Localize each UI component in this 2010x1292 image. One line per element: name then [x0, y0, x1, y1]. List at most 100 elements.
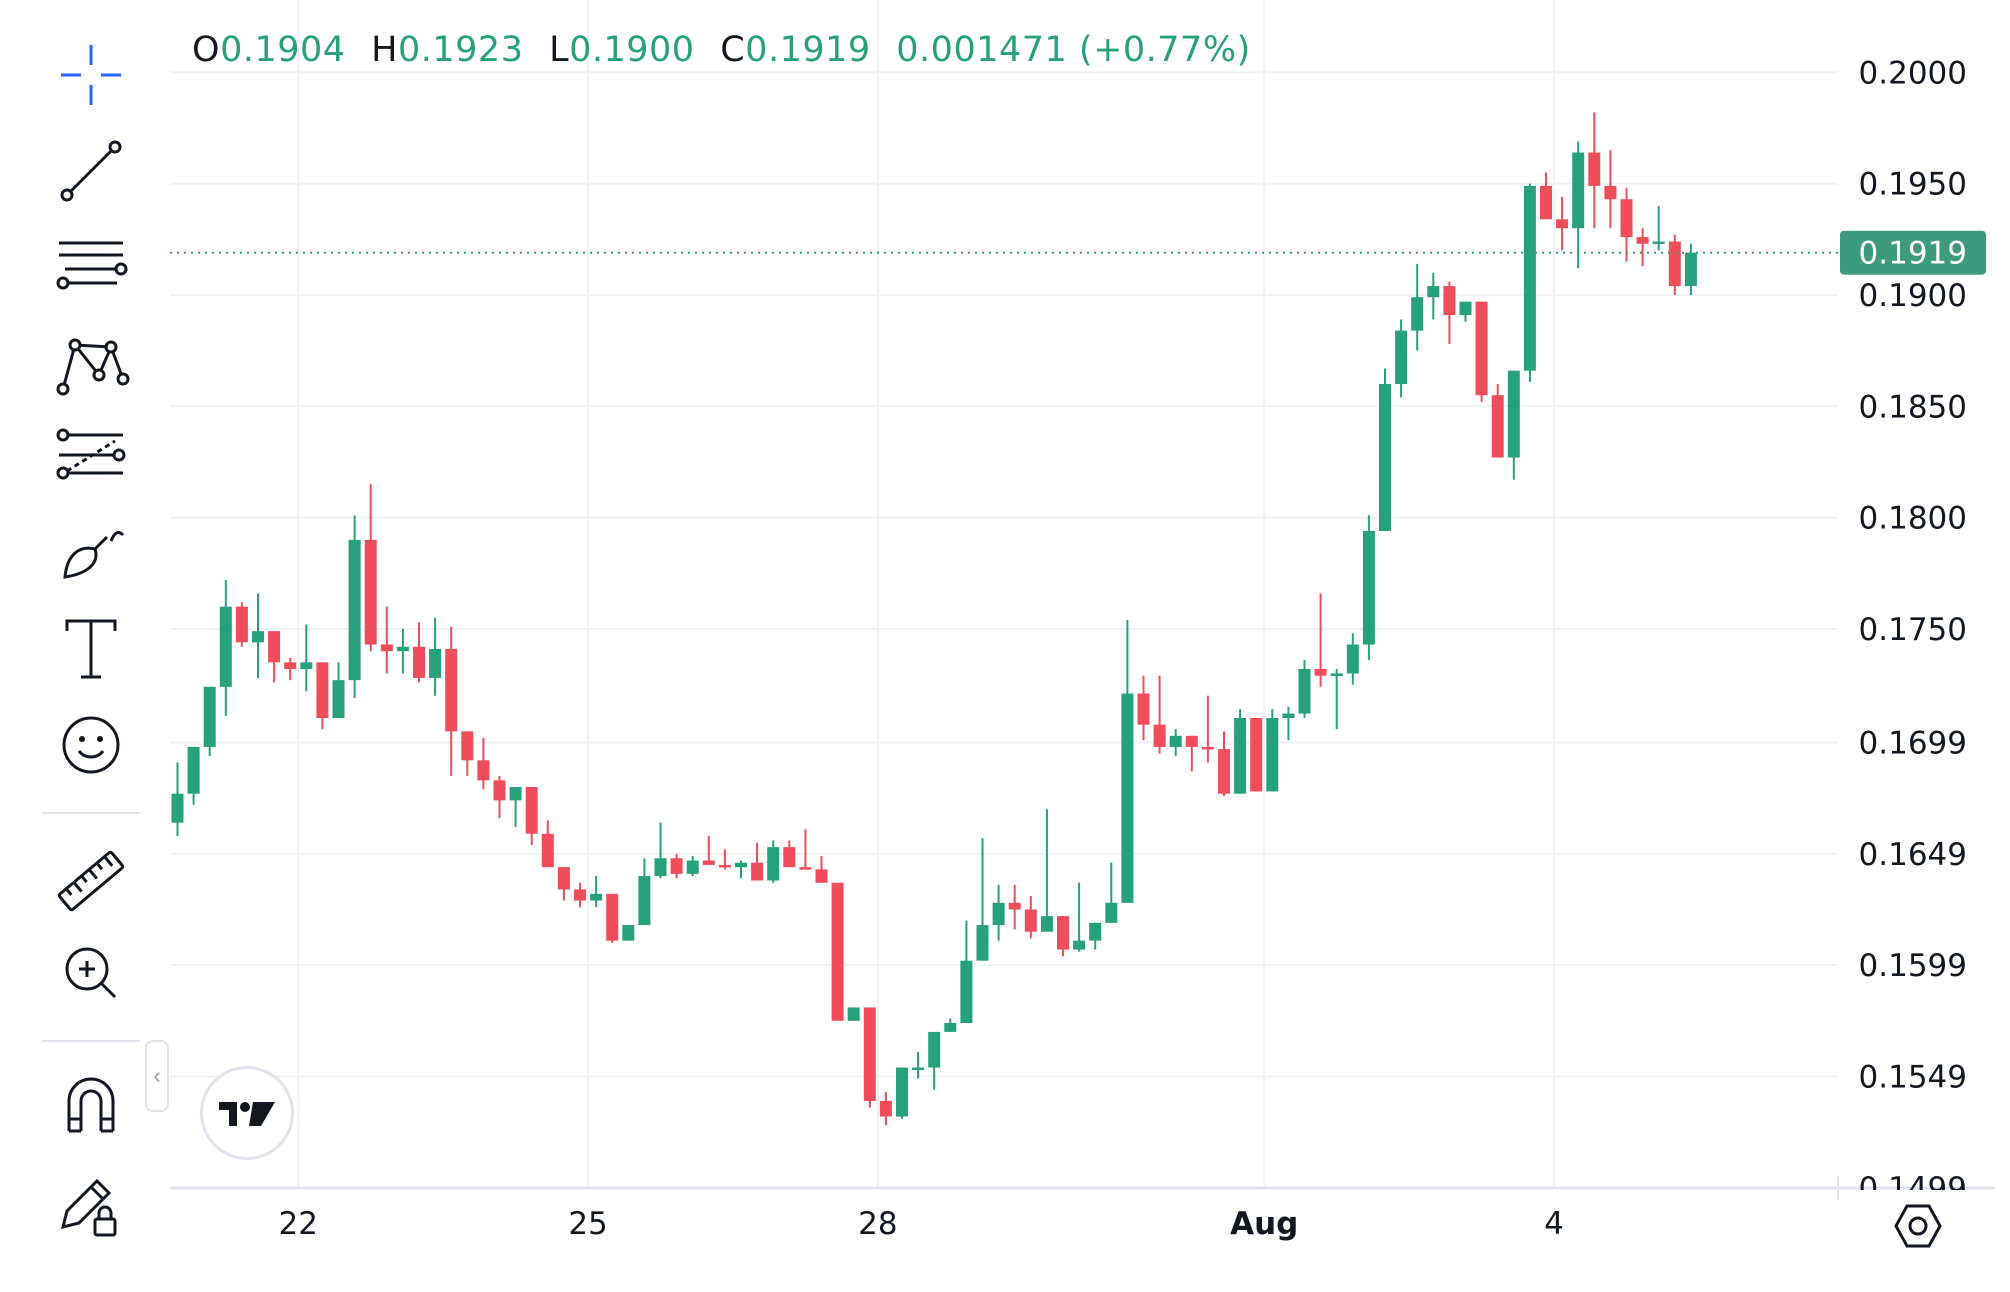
candle-down	[1218, 731, 1230, 796]
candle-body	[670, 858, 683, 874]
zoom-in-tool-button[interactable]	[48, 930, 134, 1016]
candle-body	[300, 662, 313, 670]
candle-body	[493, 780, 506, 801]
crosshair-tool-button[interactable]	[48, 32, 134, 118]
brush-tool-button[interactable]	[48, 510, 134, 596]
time-axis-label: Aug	[1230, 1206, 1298, 1242]
toolbar-separator	[42, 812, 140, 814]
trend-line-icon	[60, 140, 122, 202]
collapse-toolbar-button[interactable]: ‹	[145, 1040, 169, 1112]
price-axis-label: 0.2000	[1859, 55, 1967, 91]
candle-up	[1105, 862, 1118, 923]
open-label: O	[192, 30, 221, 70]
candle-up	[187, 746, 200, 805]
candle-up	[1040, 809, 1053, 932]
candle-body	[252, 631, 264, 643]
candle-down	[1250, 717, 1263, 792]
price-axis-label: 0.1699	[1859, 725, 1967, 761]
candle-body	[1234, 717, 1247, 794]
candle-body	[445, 648, 458, 732]
candle-up	[590, 876, 603, 908]
candle-body	[557, 867, 570, 890]
candle-body	[525, 787, 538, 834]
candle-body	[1201, 746, 1214, 750]
parallel-channel-tool-button[interactable]	[48, 222, 134, 308]
candle-body	[1507, 370, 1520, 458]
candle-up	[219, 579, 232, 716]
text-icon	[65, 619, 117, 679]
ruler-tool-button[interactable]	[48, 838, 134, 924]
candle-body	[590, 893, 603, 901]
candle-down	[1057, 916, 1069, 957]
candle-up	[992, 884, 1005, 941]
candle-body	[1475, 301, 1488, 396]
candle-down	[268, 631, 281, 683]
candle-up	[203, 686, 216, 756]
pattern-tool-button[interactable]	[48, 318, 134, 404]
candle-down	[1185, 735, 1198, 772]
candle-up	[1523, 183, 1536, 382]
candle-body	[1411, 297, 1424, 331]
candle-body	[1588, 152, 1601, 186]
candle-up	[1282, 706, 1295, 741]
candle-body	[1459, 301, 1472, 316]
candle-up	[686, 856, 699, 877]
candle-body	[847, 1007, 860, 1021]
lock-drawings-icon	[60, 1178, 117, 1237]
candle-body	[1572, 152, 1585, 229]
candle-down	[1604, 150, 1617, 229]
candle-body	[831, 882, 844, 1021]
price-axis[interactable]: 0.2000 0.1950 0.1900 0.1850 0.1800 0.1750 0.16…	[1840, 55, 2010, 1207]
candle-down	[525, 787, 538, 845]
candle-down	[574, 882, 586, 908]
candle-body	[1556, 219, 1569, 229]
candle-body	[1491, 395, 1504, 458]
candle-down	[541, 820, 554, 868]
candle-body	[348, 539, 361, 681]
candle-down	[477, 738, 490, 790]
candle-down	[235, 602, 248, 647]
candle-up	[1330, 669, 1343, 730]
text-tool-button[interactable]	[48, 606, 134, 692]
time-axis-label: 4	[1544, 1206, 1564, 1242]
candle-up	[735, 860, 747, 879]
parallel-channel-icon	[56, 241, 128, 290]
candle-up	[171, 762, 184, 836]
candle-down	[1588, 112, 1601, 229]
high-value: 0.1923	[398, 30, 524, 70]
trend-line-tool-button[interactable]	[48, 128, 134, 214]
candle-down	[1556, 197, 1569, 251]
tradingview-logo[interactable]	[200, 1066, 294, 1160]
candle-down	[1475, 301, 1488, 402]
candle-body	[815, 869, 828, 883]
candle-down	[670, 853, 683, 879]
candle-body	[574, 889, 586, 901]
candle-down	[1153, 675, 1166, 754]
time-axis[interactable]: 22 25 28 Aug 4	[279, 1206, 1564, 1242]
candle-down	[831, 882, 844, 1021]
magnet-tool-button[interactable]	[48, 1062, 134, 1148]
chart-settings-button[interactable]	[1890, 1198, 1946, 1254]
candle-down	[783, 840, 796, 868]
candle-body	[1105, 902, 1118, 923]
close-value: 0.1919	[745, 30, 871, 70]
lock-drawings-tool-button[interactable]	[48, 1162, 134, 1248]
fib-retracement-tool-button[interactable]	[48, 412, 134, 498]
candle-down	[380, 606, 393, 674]
last-price-marker: 0.1919	[170, 230, 1986, 275]
open-value: 0.1904	[220, 30, 346, 70]
candle-up	[1427, 272, 1440, 320]
candle-up	[332, 662, 345, 718]
candle-up	[1572, 141, 1585, 269]
emoji-tool-button[interactable]	[48, 702, 134, 788]
candle-down	[1024, 896, 1037, 939]
low-value: 0.1900	[569, 30, 695, 70]
brush-icon	[63, 531, 125, 579]
candle-body	[268, 631, 281, 663]
axis-mask	[1840, 1190, 2010, 1204]
last-price-badge	[1840, 230, 1986, 275]
candle-body	[541, 833, 554, 868]
tradingview-logo-icon	[219, 1102, 275, 1126]
candle-body	[944, 1023, 957, 1032]
